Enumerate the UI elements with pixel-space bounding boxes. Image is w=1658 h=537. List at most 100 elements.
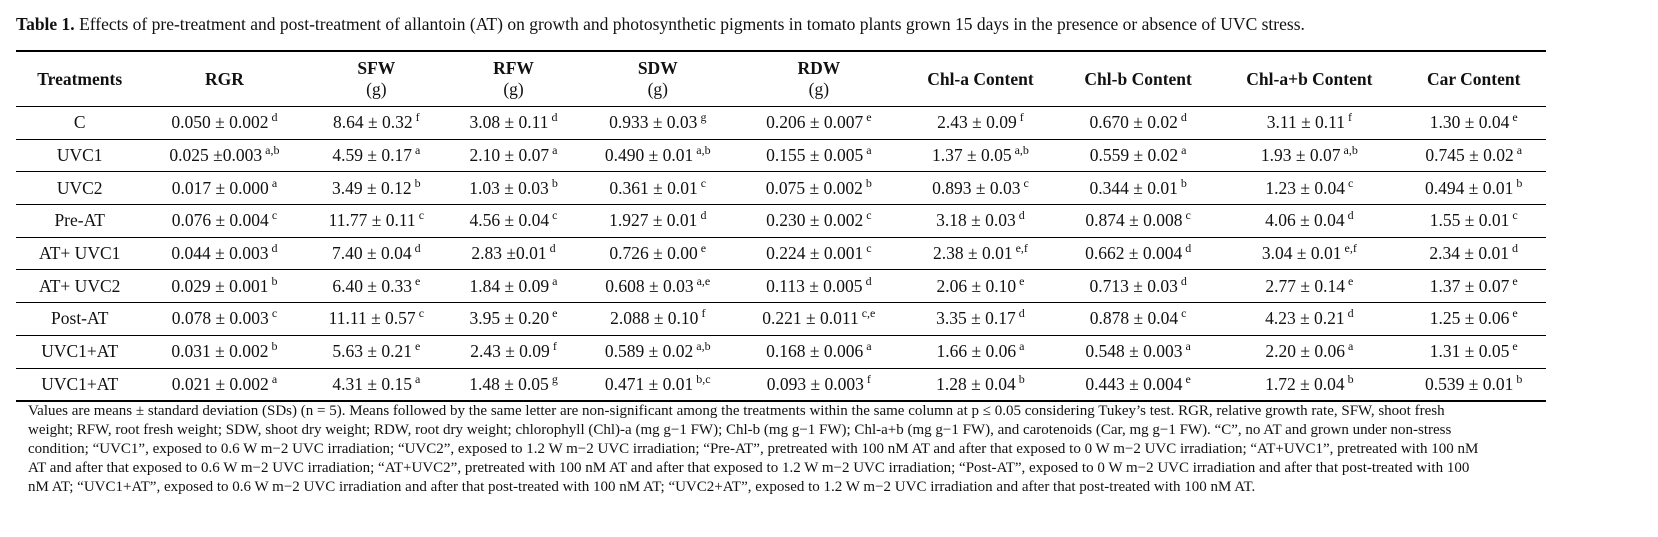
cell-value: 8.64 ± 0.32 bbox=[333, 112, 413, 133]
value-cell: 1.55 ± 0.01 c bbox=[1401, 205, 1546, 238]
cell-value: 4.06 ± 0.04 bbox=[1265, 210, 1345, 231]
significance-letter: e bbox=[414, 339, 421, 354]
column-header-label: Chl-a+b Content bbox=[1246, 68, 1373, 89]
significance-letter: b bbox=[271, 273, 278, 288]
cell-value: 0.662 ± 0.004 bbox=[1085, 243, 1183, 264]
significance-letter: c,e bbox=[861, 306, 876, 321]
cell-value: 7.40 ± 0.04 bbox=[332, 243, 412, 264]
significance-letter: c bbox=[1181, 306, 1187, 321]
cell-value: 0.745 ± 0.02 bbox=[1425, 145, 1514, 166]
cell-value: 1.03 ± 0.03 bbox=[469, 177, 549, 198]
cell-value: 0.713 ± 0.03 bbox=[1089, 275, 1178, 296]
value-cell: 0.559 ± 0.02 a bbox=[1059, 139, 1217, 172]
table-row: Post-AT 0.078 ± 0.003 c 11.11 ± 0.57 c 3.95 ±… bbox=[16, 303, 1546, 336]
cell-value: 1.25 ± 0.06 bbox=[1429, 308, 1510, 329]
significance-letter: d bbox=[700, 208, 707, 223]
significance-letter: b bbox=[865, 175, 872, 190]
cell-value: 0.548 ± 0.003 bbox=[1085, 341, 1183, 362]
cell-value: 0.029 ± 0.001 bbox=[171, 275, 269, 296]
cell-value: 0.113 ± 0.005 bbox=[766, 275, 863, 296]
value-cell: 1.48 ± 0.05 g bbox=[447, 368, 580, 401]
significance-letter: a bbox=[414, 143, 421, 158]
column-header: RDW (g) bbox=[736, 51, 902, 107]
significance-letter: a bbox=[1185, 339, 1191, 354]
value-cell: 0.221 ± 0.011 c,e bbox=[736, 303, 902, 336]
significance-letter: a bbox=[866, 143, 872, 158]
significance-letter: e bbox=[1512, 339, 1518, 354]
value-cell: 0.874 ± 0.008 c bbox=[1059, 205, 1217, 238]
cell-value: 4.23 ± 0.21 bbox=[1265, 308, 1345, 329]
significance-letter: a bbox=[866, 339, 872, 354]
significance-letter: d bbox=[1018, 208, 1025, 223]
significance-letter: a bbox=[1516, 143, 1523, 158]
significance-letter: a,b bbox=[1343, 143, 1358, 158]
significance-letter: f bbox=[552, 339, 557, 354]
value-cell: 7.40 ± 0.04 d bbox=[305, 237, 447, 270]
column-header-label: Car Content bbox=[1426, 68, 1521, 89]
value-cell: 0.490 ± 0.01 a,b bbox=[580, 139, 736, 172]
header-row: Treatments RGR SFW (g) RFW (g) SDW (g) RDW (g) Chl… bbox=[16, 51, 1546, 107]
value-cell: 0.539 ± 0.01 b bbox=[1401, 368, 1546, 401]
column-header-label: SDW bbox=[637, 58, 678, 78]
value-cell: 2.088 ± 0.10 f bbox=[580, 303, 736, 336]
cell-value: 1.927 ± 0.01 bbox=[609, 210, 698, 231]
column-header-unit: (g) bbox=[366, 79, 387, 99]
significance-letter: c bbox=[552, 208, 558, 223]
cell-value: 1.72 ± 0.04 bbox=[1265, 373, 1345, 394]
column-header: SFW (g) bbox=[305, 51, 447, 107]
value-cell: 3.49 ± 0.12 b bbox=[305, 172, 447, 205]
cell-value: 0.168 ± 0.006 bbox=[766, 341, 864, 362]
value-cell: 2.34 ± 0.01 d bbox=[1401, 237, 1546, 270]
significance-letter: a bbox=[1348, 339, 1354, 354]
cell-value: 0.589 ± 0.02 bbox=[604, 341, 694, 362]
cell-value: 4.31 ± 0.15 bbox=[332, 373, 412, 394]
significance-letter: a bbox=[271, 371, 278, 386]
table-body: C 0.050 ± 0.002 d 8.64 ± 0.32 f 3.08 ± 0.11 d 0… bbox=[16, 107, 1546, 402]
treatment-cell: AT+ UVC2 bbox=[39, 275, 121, 296]
cell-value: 1.28 ± 0.04 bbox=[936, 373, 1016, 394]
cell-value: 0.076 ± 0.004 bbox=[171, 210, 269, 231]
value-cell: 3.11 ± 0.11 f bbox=[1217, 107, 1401, 140]
value-cell: 1.37 ± 0.07 e bbox=[1401, 270, 1546, 303]
value-cell: 0.670 ± 0.02 d bbox=[1059, 107, 1217, 140]
column-header: Chl-b Content bbox=[1059, 51, 1217, 107]
footnote-text: Values are means ± standard deviation (S… bbox=[28, 403, 1479, 495]
cell-value: 0.361 ± 0.01 bbox=[609, 177, 698, 198]
caption-text: Effects of pre-treatment and post-treatm… bbox=[79, 14, 1305, 34]
treatment-cell: UVC1+AT bbox=[41, 341, 119, 362]
treatment-cell: Pre-AT bbox=[54, 210, 105, 231]
significance-letter: c bbox=[1348, 175, 1354, 190]
cell-value: 5.63 ± 0.21 bbox=[332, 341, 412, 362]
cell-value: 0.050 ± 0.002 bbox=[171, 112, 269, 133]
value-cell: 3.04 ± 0.01 e,f bbox=[1217, 237, 1401, 270]
value-cell: 0.206 ± 0.007 e bbox=[736, 107, 902, 140]
value-cell: 1.93 ± 0.07 a,b bbox=[1217, 139, 1401, 172]
significance-letter: e bbox=[1348, 273, 1354, 288]
value-cell: 0.050 ± 0.002 d bbox=[143, 107, 305, 140]
significance-letter: a,e bbox=[696, 273, 711, 288]
value-cell: 0.662 ± 0.004 d bbox=[1059, 237, 1217, 270]
column-header-label: RDW bbox=[797, 58, 841, 78]
table-row: UVC1+AT 0.021 ± 0.002 a 4.31 ± 0.15 a 1.48 ± … bbox=[16, 368, 1546, 402]
cell-value: 1.84 ± 0.09 bbox=[469, 275, 550, 296]
value-cell: 1.31 ± 0.05 e bbox=[1401, 335, 1546, 368]
cell-value: 0.726 ± 0.00 bbox=[609, 243, 698, 264]
value-cell: 0.031 ± 0.002 b bbox=[143, 335, 305, 368]
value-cell: 0.155 ± 0.005 a bbox=[736, 139, 902, 172]
value-cell: 0.893 ± 0.03 c bbox=[902, 172, 1059, 205]
value-cell: 4.06 ± 0.04 d bbox=[1217, 205, 1401, 238]
column-header: Chl-a+b Content bbox=[1217, 51, 1401, 107]
value-cell: 0.075 ± 0.002 b bbox=[736, 172, 902, 205]
cell-value: 0.221 ± 0.011 bbox=[762, 308, 859, 329]
significance-letter: a bbox=[1019, 339, 1025, 354]
value-cell: 2.43 ± 0.09 f bbox=[902, 107, 1059, 140]
value-cell: 1.84 ± 0.09 a bbox=[447, 270, 580, 303]
cell-value: 0.933 ± 0.03 bbox=[609, 112, 698, 133]
column-header: Car Content bbox=[1401, 51, 1546, 107]
cell-value: 0.893 ± 0.03 bbox=[932, 177, 1021, 198]
cell-value: 0.017 ± 0.000 bbox=[171, 177, 269, 198]
treatment-cell: UVC1 bbox=[56, 145, 103, 166]
value-cell: 1.23 ± 0.04 c bbox=[1217, 172, 1401, 205]
cell-value: 1.37 ± 0.05 bbox=[931, 145, 1012, 166]
value-cell: 2.10 ± 0.07 a bbox=[447, 139, 580, 172]
